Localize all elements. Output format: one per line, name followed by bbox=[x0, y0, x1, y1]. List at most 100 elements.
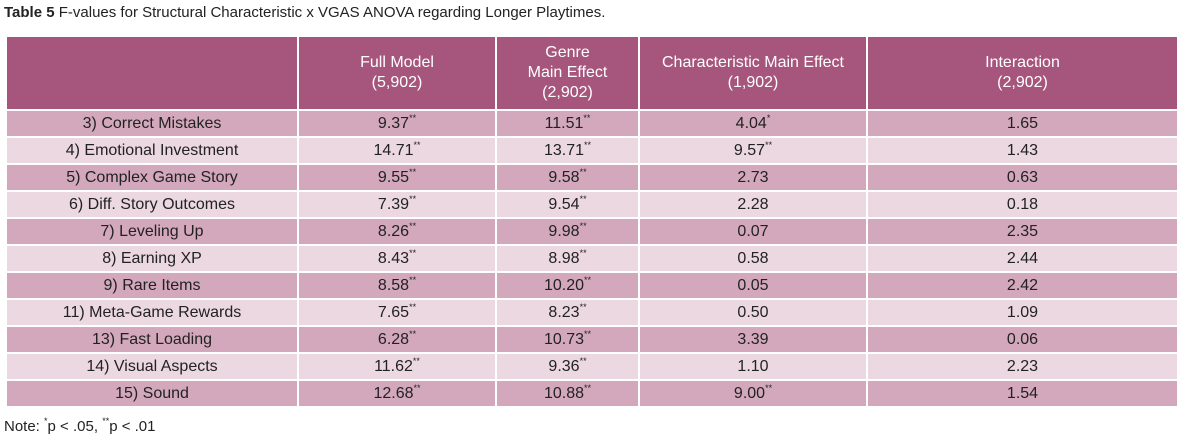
row-label: 6) Diff. Story Outcomes bbox=[5, 190, 299, 219]
column-header: Interaction (2,902) bbox=[866, 35, 1179, 111]
row-label: 3) Correct Mistakes bbox=[5, 109, 299, 138]
table-row: 11) Meta-Game Rewards 7.65** 8.23** 0.50 1.0… bbox=[5, 298, 1179, 327]
caption-text: F-values for Structural Characteristic x… bbox=[58, 4, 606, 21]
cell-value: 0.18 bbox=[1006, 196, 1039, 213]
table-cell: 9.36** bbox=[495, 352, 640, 381]
table-cell: 8.98** bbox=[495, 244, 640, 273]
table-cell: 9.58** bbox=[495, 163, 640, 192]
cell-value: 9.58 bbox=[548, 169, 580, 186]
cell-value: 14.71 bbox=[373, 142, 414, 159]
table-cell: 0.07 bbox=[638, 217, 868, 246]
row-label: 5) Complex Game Story bbox=[5, 163, 299, 192]
cell-value: 0.06 bbox=[1006, 331, 1039, 348]
cell-value: 0.07 bbox=[737, 223, 769, 240]
table-cell: 8.58** bbox=[297, 271, 497, 300]
table-row: 3) Correct Mistakes 9.37** 11.51** 4.04* 1.6… bbox=[5, 109, 1179, 138]
cell-value: 11.62 bbox=[374, 358, 413, 375]
table-body: 3) Correct Mistakes 9.37** 11.51** 4.04* 1.6… bbox=[5, 109, 1179, 408]
cell-value: 0.05 bbox=[737, 277, 769, 294]
significance-mark: ** bbox=[409, 113, 417, 123]
significance-mark: ** bbox=[765, 383, 773, 393]
significance-mark: ** bbox=[409, 221, 417, 231]
row-label: 8) Earning XP bbox=[5, 244, 299, 273]
table-cell: 2.23 bbox=[866, 352, 1179, 381]
significance-mark: ** bbox=[579, 302, 587, 312]
table-cell: 0.06 bbox=[866, 325, 1179, 354]
row-label: 11) Meta-Game Rewards bbox=[5, 298, 299, 327]
cell-value: 1.43 bbox=[1006, 142, 1039, 159]
cell-value: 7.65 bbox=[377, 304, 410, 321]
cell-value: 9.54 bbox=[548, 196, 580, 213]
significance-mark: ** bbox=[765, 140, 773, 150]
significance-mark: ** bbox=[584, 329, 592, 339]
table-row: 5) Complex Game Story 9.55** 9.58** 2.73 0.6… bbox=[5, 163, 1179, 192]
table-row: 13) Fast Loading 6.28** 10.73** 3.39 0.06 bbox=[5, 325, 1179, 354]
cell-value: 9.98 bbox=[548, 223, 580, 240]
table-cell: 2.28 bbox=[638, 190, 868, 219]
table-cell: 2.42 bbox=[866, 271, 1179, 300]
row-label: 4) Emotional Investment bbox=[5, 136, 299, 165]
significance-mark: ** bbox=[579, 221, 587, 231]
significance-mark: ** bbox=[584, 383, 592, 393]
table-row: 15) Sound 12.68** 10.88** 9.00** 1.54 bbox=[5, 379, 1179, 408]
table-cell: 0.58 bbox=[638, 244, 868, 273]
row-label: 14) Visual Aspects bbox=[5, 352, 299, 381]
cell-value: 1.10 bbox=[737, 358, 769, 375]
significance-mark: ** bbox=[409, 275, 417, 285]
table-cell: 14.71** bbox=[297, 136, 497, 165]
header-line: Characteristic Main Effect bbox=[662, 54, 844, 71]
table-caption: Table 5 F-values for Structural Characte… bbox=[4, 4, 605, 21]
cell-value: 8.43 bbox=[377, 250, 410, 267]
table-cell: 11.62** bbox=[297, 352, 497, 381]
table-cell: 0.63 bbox=[866, 163, 1179, 192]
significance-mark: ** bbox=[412, 356, 420, 366]
cell-value: 8.98 bbox=[548, 250, 580, 267]
note-prefix: Note: bbox=[4, 418, 40, 435]
table-cell: 13.71** bbox=[495, 136, 640, 165]
cell-value: 0.63 bbox=[1006, 169, 1039, 186]
table-cell: 1.10 bbox=[638, 352, 868, 381]
table-cell: 9.54** bbox=[495, 190, 640, 219]
header-line: (5,902) bbox=[371, 74, 423, 91]
significance-mark: ** bbox=[409, 329, 417, 339]
significance-mark: ** bbox=[579, 167, 587, 177]
table-row: 7) Leveling Up 8.26** 9.98** 0.07 2.35 bbox=[5, 217, 1179, 246]
significance-mark: * bbox=[44, 416, 48, 426]
cell-value: 9.55 bbox=[377, 169, 410, 186]
table-cell: 1.43 bbox=[866, 136, 1179, 165]
table-row: 9) Rare Items 8.58** 10.20** 0.05 2.42 bbox=[5, 271, 1179, 300]
header-row: Full Model (5,902) Genre Main Effect (2,902)… bbox=[5, 35, 1179, 111]
header-line: Genre bbox=[545, 44, 590, 61]
table-cell: 2.73 bbox=[638, 163, 868, 192]
caption-label: Table 5 bbox=[4, 4, 55, 21]
table-cell: 8.23** bbox=[495, 298, 640, 327]
significance-mark: ** bbox=[409, 167, 417, 177]
significance-mark: ** bbox=[102, 416, 110, 426]
significance-mark: ** bbox=[409, 248, 417, 258]
table-cell: 7.65** bbox=[297, 298, 497, 327]
row-label: 13) Fast Loading bbox=[5, 325, 299, 354]
header-line: (2,902) bbox=[997, 74, 1048, 91]
cell-value: 10.20 bbox=[543, 277, 585, 294]
header-line: Full Model bbox=[360, 54, 434, 71]
note-text: p < .01 bbox=[109, 418, 156, 435]
table-cell: 0.05 bbox=[638, 271, 868, 300]
significance-mark: * bbox=[766, 113, 771, 123]
cell-value: 2.28 bbox=[737, 196, 769, 213]
cell-value: 2.44 bbox=[1006, 250, 1039, 267]
cell-value: 10.73 bbox=[543, 331, 585, 348]
column-header: Genre Main Effect (2,902) bbox=[495, 35, 640, 111]
cell-value: 1.09 bbox=[1006, 304, 1039, 321]
table-cell: 9.55** bbox=[297, 163, 497, 192]
significance-mark: ** bbox=[409, 302, 417, 312]
cell-value: 8.58 bbox=[377, 277, 410, 294]
table-cell: 12.68** bbox=[297, 379, 497, 408]
row-label: 15) Sound bbox=[5, 379, 299, 408]
cell-value: 9.57 bbox=[733, 142, 766, 159]
table-cell: 1.54 bbox=[866, 379, 1179, 408]
header-line: Interaction bbox=[985, 54, 1060, 71]
cell-value: 6.28 bbox=[377, 331, 410, 348]
cell-value: 4.04 bbox=[735, 115, 767, 132]
cell-value: 1.54 bbox=[1006, 385, 1039, 402]
table-row: 8) Earning XP 8.43** 8.98** 0.58 2.44 bbox=[5, 244, 1179, 273]
